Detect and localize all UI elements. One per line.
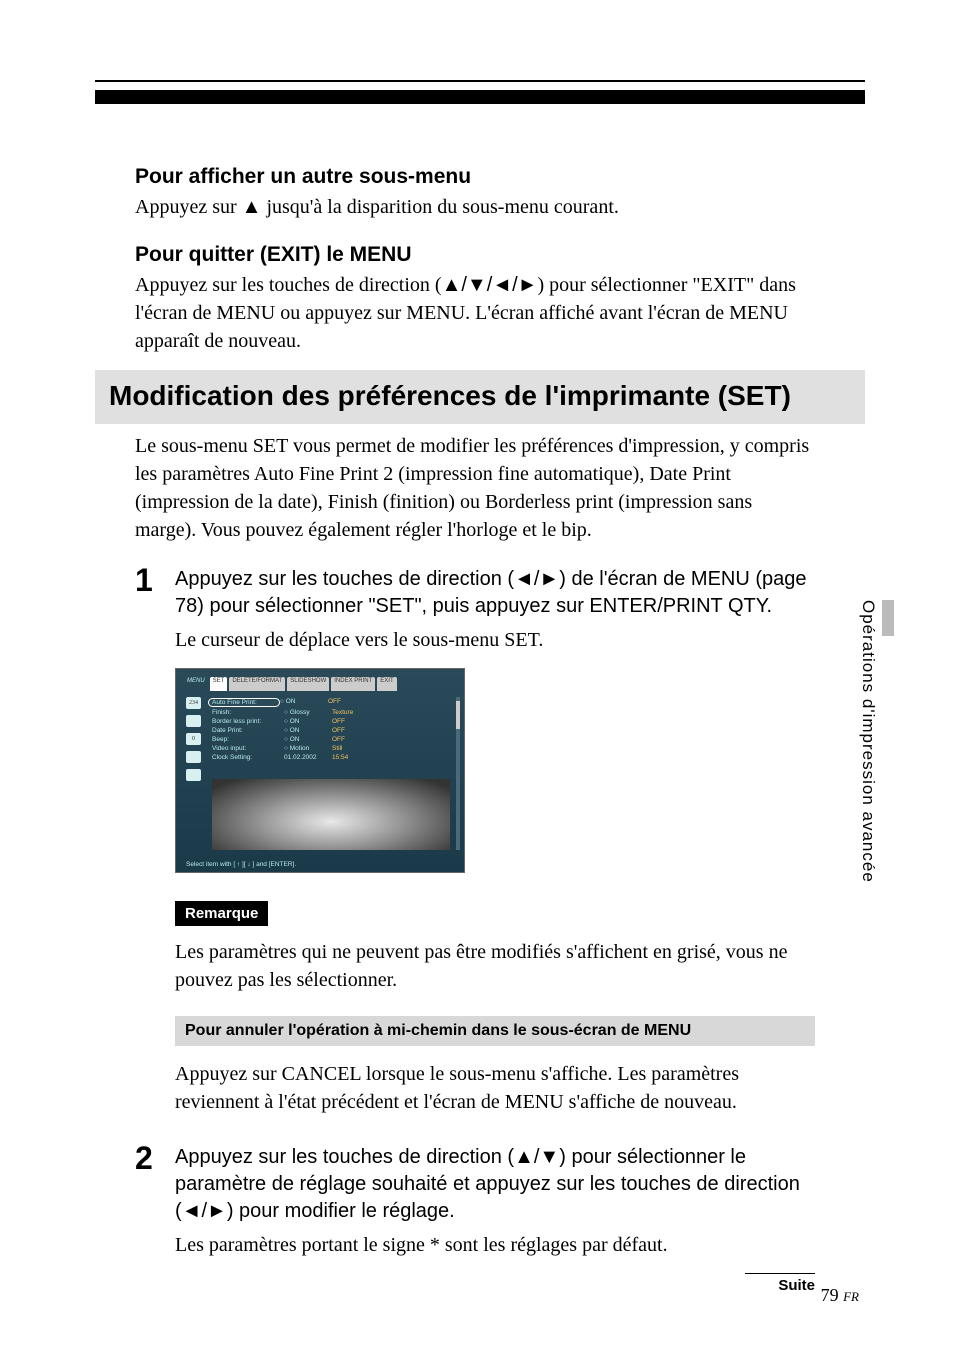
- arrows-icon: ▲/▼/◄/►: [442, 274, 538, 296]
- step-1-body: Appuyez sur les touches de direction (◄/…: [175, 566, 815, 1138]
- scr-image-area: [212, 779, 450, 850]
- scr-r4-c3: OFF: [332, 736, 377, 743]
- subhead-2: Pour quitter (EXIT) le MENU: [135, 243, 815, 267]
- step-2-text: Appuyez sur les touches de direction (▲/…: [175, 1144, 815, 1225]
- main-heading-bar: Modification des préférences de l'imprim…: [95, 370, 865, 424]
- body-1-before: Appuyez sur: [135, 196, 242, 218]
- scr-r1-c3: Texture: [332, 709, 377, 716]
- arrow-up-icon: ▲: [242, 196, 262, 218]
- step-1-before: Appuyez sur les touches de direction (: [175, 568, 514, 590]
- scr-row-5: Video input:○ MotionStill: [212, 744, 450, 753]
- scr-tabs: MENU SET DELETE/FORMAT SLIDESHOW INDEX P…: [184, 677, 456, 691]
- scr-row-0: Auto Fine Print:○ ONOFF: [212, 697, 450, 708]
- scr-tab-index: INDEX PRINT: [331, 677, 375, 691]
- scr-r0-c2: ○ ON: [280, 698, 328, 707]
- scr-r2-c2: ○ ON: [284, 718, 332, 725]
- scr-r3-c3: OFF: [332, 727, 377, 734]
- scr-r0-c3: OFF: [328, 698, 373, 707]
- step-2-p1: Appuyez sur les touches de direction (: [175, 1146, 514, 1168]
- side-tab-marker: [882, 600, 894, 636]
- page-number: 79 FR: [821, 1285, 859, 1306]
- rule-thin: [95, 80, 865, 82]
- scr-r2-label: Border less print:: [212, 718, 284, 725]
- scr-tab-set: SET: [210, 677, 228, 691]
- scr-r5-c2: ○ Motion: [284, 745, 332, 752]
- step-2-number: 2: [135, 1142, 175, 1174]
- scr-tab-slideshow: SLIDESHOW: [287, 677, 329, 691]
- step-2-body: Appuyez sur les touches de direction (▲/…: [175, 1144, 815, 1273]
- scr-side-5: [186, 769, 201, 781]
- scr-tab-exit: EXIT: [377, 677, 396, 691]
- subhead-1: Pour afficher un autre sous-menu: [135, 165, 815, 189]
- scr-r1-label: Finish:: [212, 709, 284, 716]
- scr-tab-menu: MENU: [184, 677, 208, 691]
- scr-r4-label: Beep:: [212, 736, 284, 743]
- remarque-label: Remarque: [175, 901, 268, 926]
- rule-thick: [95, 90, 865, 104]
- lower-content: Le sous-menu SET vous permet de modifier…: [135, 432, 815, 1279]
- body-1: Appuyez sur ▲ jusqu'à la disparition du …: [135, 193, 815, 221]
- scr-r5-c3: Still: [332, 745, 377, 752]
- scr-footer: Select item with [ ↑ ][ ↓ ] and [ENTER].: [186, 861, 296, 868]
- scr-row-2: Border less print:○ ONOFF: [212, 717, 450, 726]
- step-1-number: 1: [135, 564, 175, 596]
- body-2-before: Appuyez sur les touches de direction (: [135, 274, 442, 296]
- scr-r1-c2: ○ Glossy: [284, 709, 332, 716]
- side-tab-text: Opérations d'impression avancée: [858, 600, 878, 883]
- grey-bar-heading: Pour annuler l'opération à mi-chemin dan…: [175, 1016, 815, 1046]
- body-2: Appuyez sur les touches de direction (▲/…: [135, 271, 815, 355]
- upper-content: Pour afficher un autre sous-menu Appuyez…: [135, 165, 815, 377]
- scr-r3-c2: ○ ON: [284, 727, 332, 734]
- scr-r0-label: Auto Fine Print:: [208, 698, 280, 707]
- page-num-val: 79: [821, 1285, 839, 1305]
- scr-r2-c3: OFF: [332, 718, 377, 725]
- scr-r6-c2: 01.02.2002: [284, 754, 332, 761]
- embedded-screenshot: MENU SET DELETE/FORMAT SLIDESHOW INDEX P…: [175, 668, 465, 873]
- scr-scrollbar: [456, 697, 460, 850]
- arrows-lr-icon: ◄/►: [514, 568, 559, 590]
- scr-r3-label: Date Print:: [212, 727, 284, 734]
- scr-row-1: Finish:○ GlossyTexture: [212, 708, 450, 717]
- remarque-text: Les paramètres qui ne peuvent pas être m…: [175, 938, 815, 994]
- step-2-desc: Les paramètres portant le signe * sont l…: [175, 1231, 815, 1259]
- scr-sidebar: 234 0: [186, 697, 204, 781]
- body-1-after: jusqu'à la disparition du sous-menu cour…: [261, 196, 618, 218]
- suite-label: Suite: [745, 1273, 815, 1294]
- step-1: 1 Appuyez sur les touches de direction (…: [135, 566, 815, 1138]
- step-2: 2 Appuyez sur les touches de direction (…: [135, 1144, 815, 1273]
- scr-r6-c3: 15:54: [332, 754, 377, 761]
- scr-r5-label: Video input:: [212, 745, 284, 752]
- scr-r6-label: Clock Setting:: [212, 754, 284, 761]
- page-lang: FR: [843, 1289, 859, 1304]
- step-2-p3: ) pour modifier le réglage.: [227, 1200, 455, 1222]
- side-tab: Opérations d'impression avancée: [856, 600, 882, 960]
- scr-r4-c2: ○ ON: [284, 736, 332, 743]
- scr-tab-delete: DELETE/FORMAT: [229, 677, 285, 691]
- scr-list: Auto Fine Print:○ ONOFF Finish:○ GlossyT…: [212, 697, 450, 762]
- scr-row-4: Beep:○ ONOFF: [212, 735, 450, 744]
- scr-side-1: 234: [186, 697, 201, 709]
- scr-row-3: Date Print:○ ONOFF: [212, 726, 450, 735]
- step-1-desc: Le curseur de déplace vers le sous-menu …: [175, 626, 815, 654]
- scr-row-6: Clock Setting:01.02.200215:54: [212, 753, 450, 762]
- arrows-lr-icon-2: ◄/►: [182, 1200, 227, 1222]
- scr-side-2: [186, 715, 201, 727]
- grey-bar-text: Appuyez sur CANCEL lorsque le sous-menu …: [175, 1060, 815, 1116]
- scr-side-3: 0: [186, 733, 201, 745]
- arrows-ud-icon: ▲/▼: [514, 1146, 559, 1168]
- intro-text: Le sous-menu SET vous permet de modifier…: [135, 432, 815, 544]
- step-1-text: Appuyez sur les touches de direction (◄/…: [175, 566, 815, 620]
- main-heading: Modification des préférences de l'imprim…: [109, 380, 851, 412]
- scr-side-4: [186, 751, 201, 763]
